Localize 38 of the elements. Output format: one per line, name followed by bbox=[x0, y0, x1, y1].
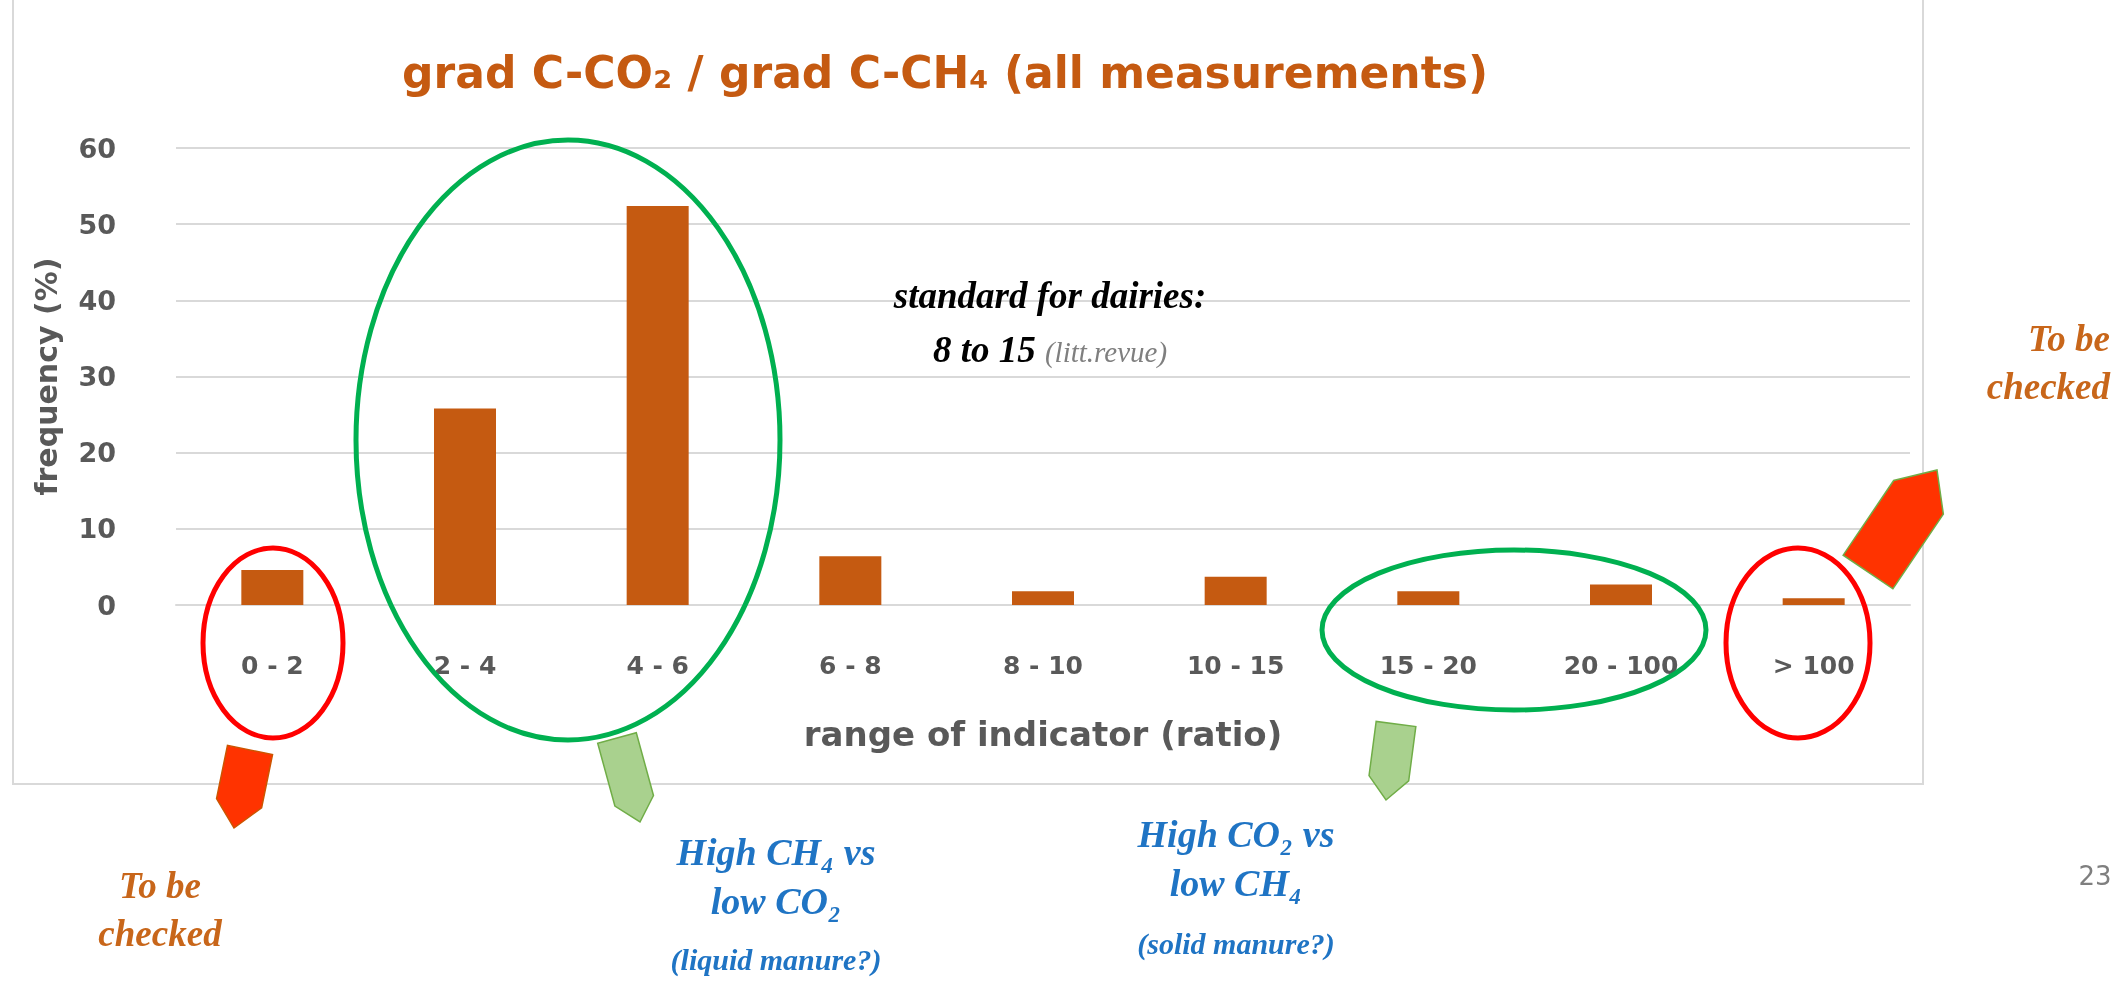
x-tick-label: > 100 bbox=[1772, 651, 1855, 680]
x-tick-label: 6 - 8 bbox=[819, 651, 882, 680]
x-tick-label: 0 - 2 bbox=[241, 651, 304, 680]
bar bbox=[1204, 576, 1267, 605]
annotation: 8 to 15 bbox=[932, 329, 1036, 370]
bar bbox=[819, 556, 882, 605]
x-tick-label: 10 - 15 bbox=[1186, 651, 1285, 680]
y-tick-label: 50 bbox=[78, 208, 116, 240]
x-tick-label: 15 - 20 bbox=[1379, 651, 1478, 680]
bar bbox=[626, 205, 689, 605]
y-tick-label: 40 bbox=[78, 284, 116, 316]
y-tick-label: 30 bbox=[78, 361, 116, 392]
x-tick-label: 4 - 6 bbox=[626, 651, 689, 680]
x-tick-label: 8 - 10 bbox=[1003, 651, 1083, 680]
x-axis-title: range of indicator (ratio) bbox=[803, 714, 1283, 754]
y-tick-label: 10 bbox=[78, 513, 116, 545]
x-tick-label: 2 - 4 bbox=[433, 651, 497, 680]
text: High CO₂ vs low CH₄ bbox=[1136, 812, 1336, 907]
chart-title: grad C-CO₂ / grad C-CH₄ (all measurements) bbox=[402, 46, 1488, 98]
text: To be checked bbox=[1985, 317, 2110, 410]
text: (solid manure?) bbox=[1136, 926, 1336, 962]
bar bbox=[1397, 591, 1460, 605]
bar bbox=[434, 408, 496, 605]
bar bbox=[1012, 591, 1074, 605]
annotation: standard for dairies: bbox=[892, 274, 1208, 318]
text: To be checked bbox=[97, 864, 223, 957]
y-axis-title: frequency (%) bbox=[28, 257, 64, 496]
text: 23 bbox=[2077, 860, 2113, 893]
bar bbox=[241, 569, 304, 605]
y-tick-label: 20 bbox=[78, 437, 116, 469]
text: High CH₄ vs low CO₂ bbox=[675, 830, 877, 925]
text: (liquid manure?) bbox=[669, 942, 883, 978]
annotation: (litt.revue) bbox=[1044, 336, 1168, 368]
y-tick-label: 0 bbox=[97, 589, 116, 621]
bar bbox=[1782, 598, 1845, 605]
x-tick-label: 20 - 100 bbox=[1563, 651, 1679, 680]
y-tick-label: 60 bbox=[78, 132, 116, 164]
bar bbox=[1590, 584, 1652, 605]
